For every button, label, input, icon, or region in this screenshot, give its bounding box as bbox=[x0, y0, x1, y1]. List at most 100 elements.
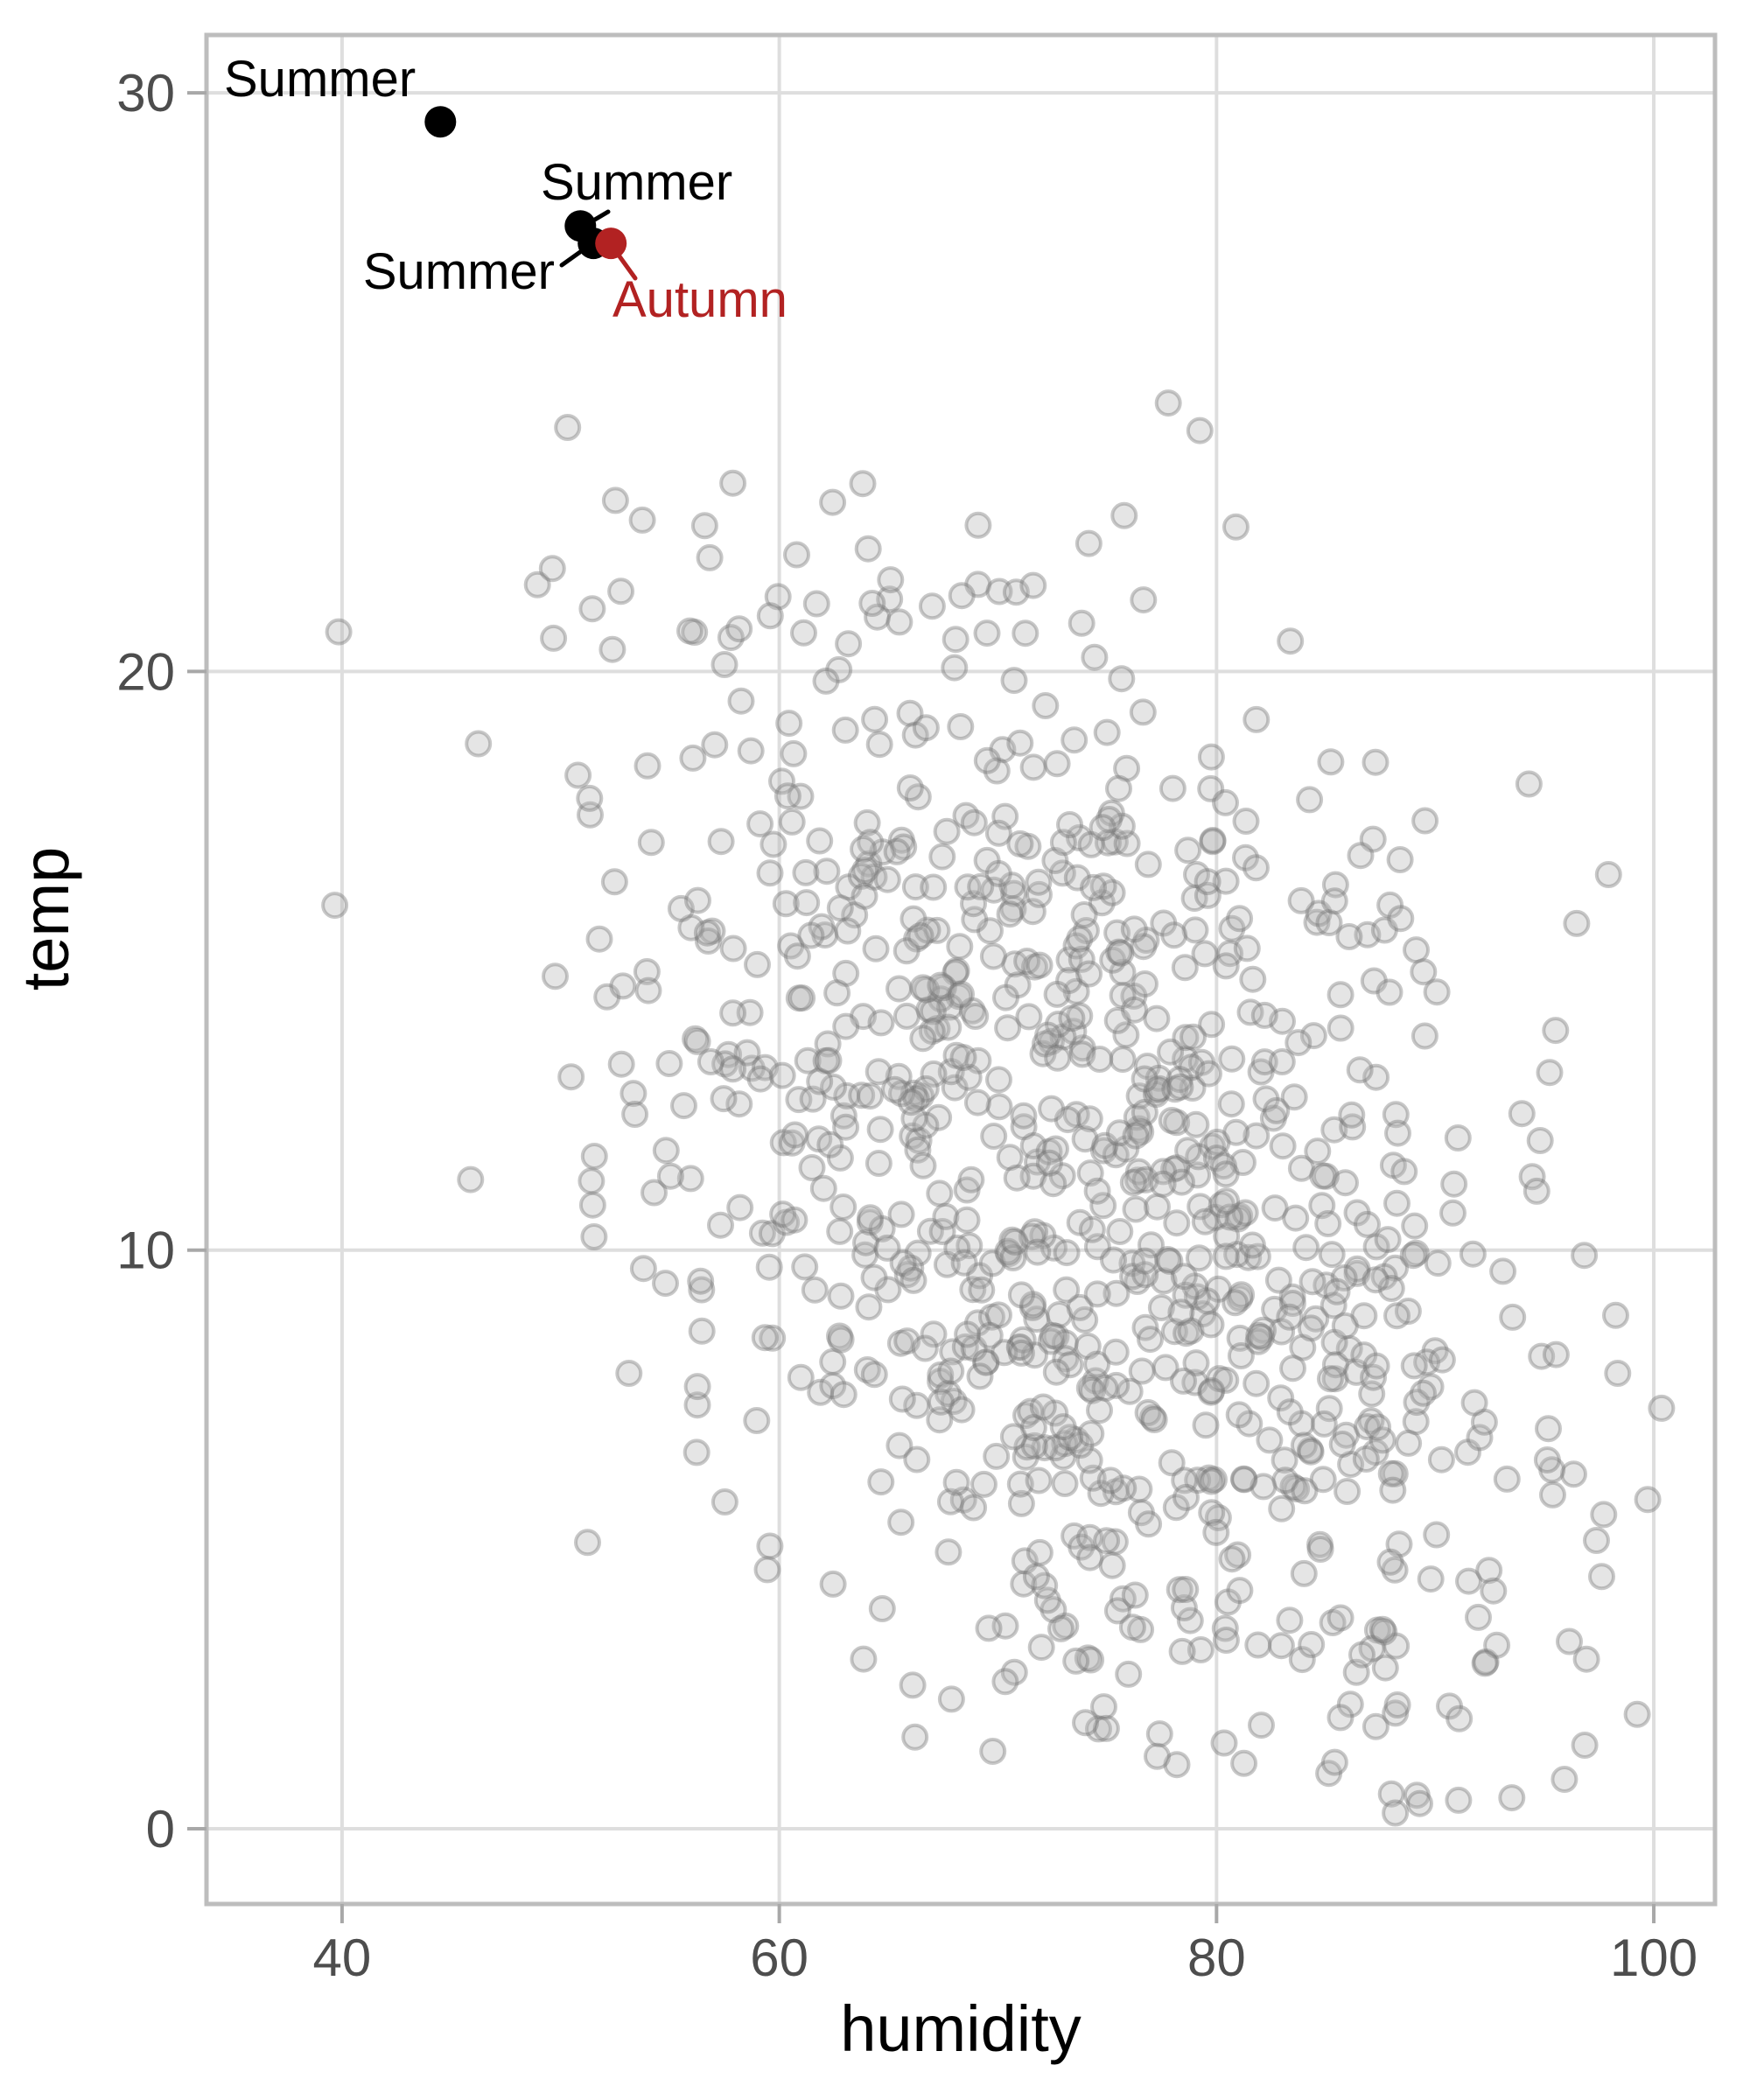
scatter-point bbox=[1071, 1125, 1099, 1153]
scatter-point bbox=[1018, 1293, 1046, 1321]
scatter-point bbox=[711, 1050, 739, 1078]
scatter-point bbox=[1019, 1414, 1047, 1442]
scatter-point bbox=[819, 1570, 847, 1598]
scatter-point bbox=[1298, 1268, 1326, 1296]
scatter-point bbox=[1382, 1699, 1410, 1727]
scatter-point bbox=[751, 1054, 779, 1082]
scatter-point bbox=[1056, 811, 1083, 838]
scatter-point bbox=[1571, 1732, 1599, 1759]
scatter-point bbox=[1180, 885, 1208, 913]
scatter-point bbox=[850, 1645, 878, 1673]
scatter-point bbox=[1320, 887, 1348, 915]
scatter-point bbox=[920, 1320, 948, 1348]
scatter-point bbox=[717, 624, 745, 652]
scatter-point bbox=[939, 1338, 967, 1366]
scatter-point bbox=[601, 486, 629, 514]
scatter-point bbox=[578, 1167, 606, 1195]
scatter-point bbox=[1106, 1218, 1134, 1245]
scatter-point bbox=[1287, 886, 1315, 914]
scatter-point bbox=[994, 1237, 1022, 1265]
scatter-point bbox=[1019, 571, 1047, 599]
scatter-point bbox=[1102, 1371, 1130, 1399]
scatter-point bbox=[1012, 1402, 1040, 1430]
scatter-point bbox=[688, 1276, 716, 1304]
scatter-point bbox=[887, 1200, 915, 1228]
scatter-point bbox=[854, 535, 882, 563]
scatter-point bbox=[1174, 1137, 1202, 1165]
scatter-point bbox=[1127, 1615, 1155, 1643]
scatter-point bbox=[1108, 665, 1136, 693]
scatter-point bbox=[774, 782, 802, 810]
scatter-point bbox=[883, 837, 911, 865]
scatter-point bbox=[1493, 1465, 1521, 1493]
scatter-point bbox=[1186, 1193, 1214, 1221]
scatter-point bbox=[1076, 1544, 1104, 1572]
scatter-point bbox=[813, 858, 841, 886]
scatter-point bbox=[1362, 748, 1390, 776]
scatter-point bbox=[1119, 1263, 1147, 1291]
scatter-point bbox=[1374, 1226, 1402, 1254]
scatter-point bbox=[1278, 1290, 1306, 1317]
scatter-point bbox=[1085, 1715, 1112, 1743]
scatter-point bbox=[1338, 1101, 1366, 1129]
scatter-point bbox=[681, 619, 709, 646]
scatter-point bbox=[1110, 501, 1138, 529]
scatter-point bbox=[1000, 667, 1028, 695]
scatter-point bbox=[1216, 940, 1244, 968]
scatter-point bbox=[1470, 1408, 1498, 1436]
scatter-point bbox=[756, 859, 784, 887]
scatter-point bbox=[1363, 1616, 1391, 1644]
scatter-point bbox=[999, 1244, 1027, 1271]
scatter-point bbox=[1043, 750, 1071, 778]
scatter-point bbox=[1594, 861, 1622, 888]
scatter-point bbox=[1550, 1766, 1578, 1793]
scatter-point bbox=[1091, 1131, 1119, 1159]
scatter-point bbox=[903, 1391, 931, 1419]
scatter-point bbox=[788, 984, 816, 1012]
scatter-point bbox=[835, 873, 863, 901]
scatter-point bbox=[1533, 1446, 1561, 1474]
scatter-point bbox=[1362, 1438, 1390, 1466]
scatter-point bbox=[1076, 1159, 1104, 1187]
scatter-point bbox=[819, 1372, 847, 1400]
scatter-point bbox=[682, 1025, 710, 1053]
scatter-point bbox=[1020, 1432, 1048, 1460]
scatter-point bbox=[1091, 1374, 1119, 1402]
point-label: Summer bbox=[363, 243, 555, 300]
scatter-point bbox=[1026, 951, 1054, 979]
scatter-point bbox=[816, 1130, 844, 1158]
scatter-point bbox=[966, 1262, 994, 1290]
scatter-point bbox=[1062, 1426, 1090, 1453]
scatter-point bbox=[1066, 1208, 1094, 1236]
scatter-point bbox=[1314, 1210, 1342, 1237]
scatter-point bbox=[860, 1361, 888, 1389]
scatter-point bbox=[1120, 915, 1148, 943]
scatter-point bbox=[1083, 1177, 1111, 1205]
scatter-point bbox=[1127, 1118, 1155, 1146]
scatter-point bbox=[1078, 1215, 1106, 1243]
scatter-point bbox=[927, 985, 955, 1013]
scatter-point bbox=[621, 1101, 649, 1128]
scatter-point bbox=[1125, 1475, 1153, 1503]
scatter-point bbox=[1214, 1588, 1242, 1616]
scatter-point bbox=[1326, 1014, 1354, 1042]
scatter-point bbox=[970, 1470, 998, 1498]
scatter-point bbox=[934, 1538, 962, 1566]
scatter-point bbox=[1304, 1138, 1332, 1166]
scatter-point bbox=[1390, 1158, 1418, 1186]
scatter-point bbox=[1276, 1303, 1304, 1331]
scatter-point bbox=[1162, 1494, 1190, 1522]
scatter-point bbox=[896, 774, 924, 802]
scatter-point bbox=[1079, 1464, 1107, 1492]
scatter-point bbox=[1287, 1154, 1315, 1182]
scatter-point bbox=[738, 1054, 766, 1082]
scatter-point bbox=[1102, 1478, 1130, 1506]
scatter-point bbox=[806, 827, 834, 855]
scatter-point bbox=[1134, 1399, 1162, 1426]
scatter-point bbox=[899, 1671, 927, 1699]
scatter-point bbox=[1109, 1046, 1137, 1074]
scatter-point bbox=[1403, 1389, 1431, 1417]
scatter-point bbox=[912, 714, 940, 742]
scatter-point bbox=[802, 590, 830, 618]
scatter-point bbox=[1320, 1748, 1348, 1776]
